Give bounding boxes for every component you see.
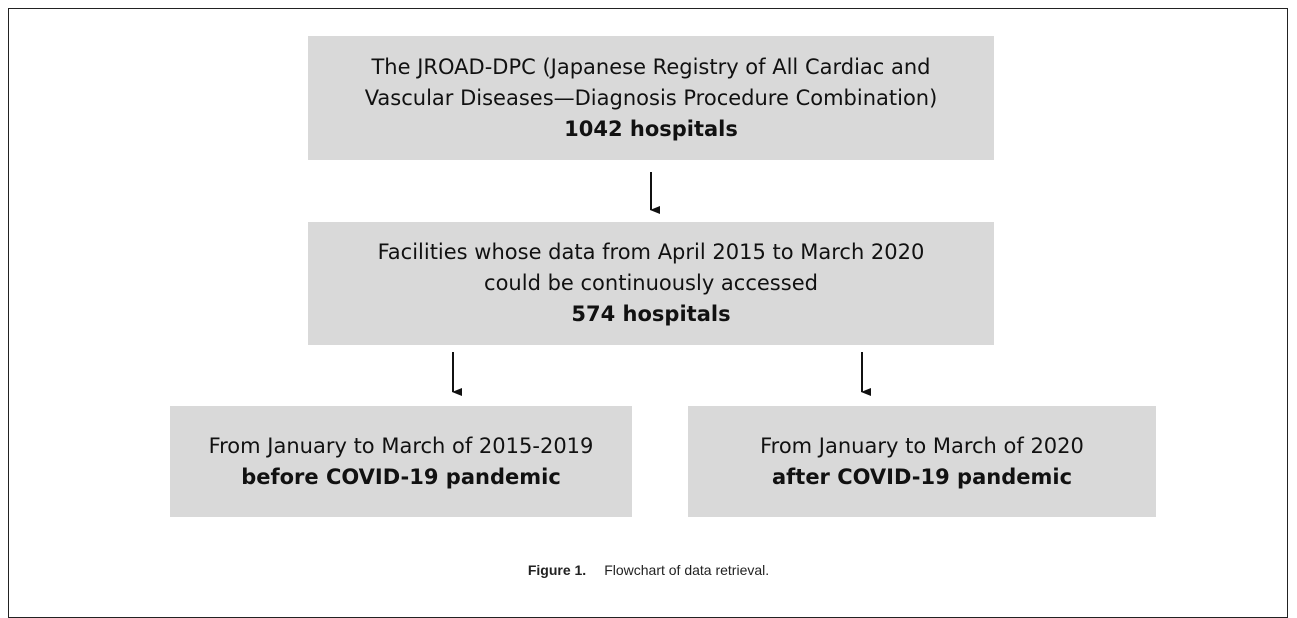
node-count: 1042 hospitals	[564, 116, 738, 141]
node-line: From January to March of 2015-2019	[208, 433, 594, 458]
node-count: after COVID-19 pandemic	[771, 464, 1073, 489]
caption-label: Figure 1.	[527, 562, 587, 578]
node: The JROAD-DPC (Japanese Registry of All …	[308, 36, 994, 160]
node-line: Vascular Diseases—Diagnosis Procedure Co…	[364, 85, 938, 110]
node: From January to March of 2015-2019 befor…	[170, 406, 632, 517]
node: Facilities whose data from April 2015 to…	[308, 222, 994, 345]
node-line: Facilities whose data from April 2015 to…	[377, 240, 925, 264]
node-line: From January to March of 2020	[760, 433, 1084, 458]
caption-text: Flowchart of data retrieval.	[604, 562, 770, 578]
node-line: The JROAD-DPC (Japanese Registry of All …	[371, 54, 931, 79]
caption: Figure 1. Flowchart of data retrieval.	[0, 562, 1297, 578]
node: From January to March of 2020 after COVI…	[688, 406, 1156, 517]
node-count: before COVID-19 pandemic	[241, 464, 561, 489]
node-count: 574 hospitals	[571, 302, 731, 326]
arrows	[452, 172, 871, 396]
page: {"nodes": [ {"lines": ["The JROAD-DPC (J…	[0, 8, 1297, 618]
node-line: could be continuously accessed	[484, 271, 818, 295]
